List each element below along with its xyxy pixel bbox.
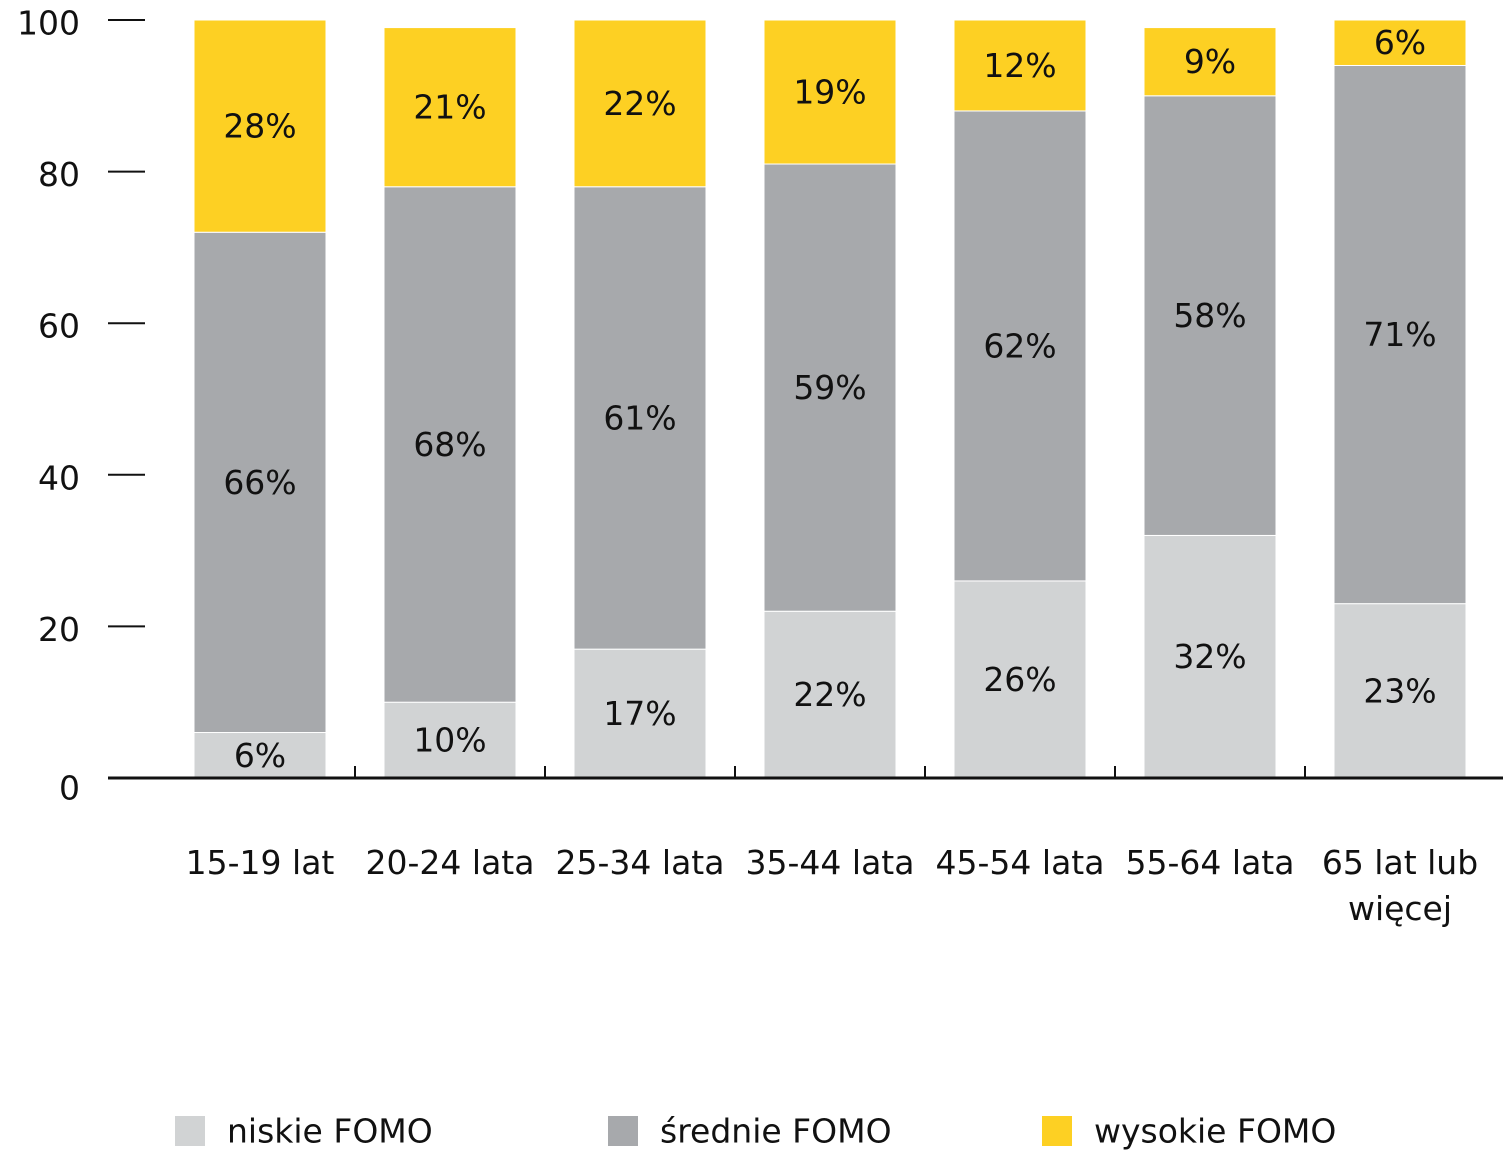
data-label: 66% (223, 463, 296, 502)
data-label: 62% (983, 326, 1056, 365)
y-tick-label: 40 (38, 458, 80, 497)
data-label: 71% (1363, 315, 1436, 354)
bar-segment (1333, 19, 1467, 66)
data-label: 22% (793, 675, 866, 714)
data-label: 61% (603, 398, 676, 437)
bar-segment (953, 580, 1087, 779)
x-tick-label: 35-44 lata (745, 843, 915, 882)
data-label: 68% (413, 425, 486, 464)
bar-segment (1333, 64, 1467, 605)
bar-segment (383, 186, 517, 703)
x-tick-label: 65 lat lub więcej (1321, 843, 1479, 928)
x-tick-label: 15-19 lat (185, 843, 335, 882)
legend-swatch (175, 1116, 205, 1146)
data-label: 28% (223, 107, 296, 146)
y-tick-label: 80 (38, 155, 80, 194)
legend-label: niskie FOMO (227, 1112, 433, 1151)
y-tick-label: 20 (38, 610, 80, 649)
x-tick-label: 25-34 lata (555, 843, 725, 882)
data-label: 21% (413, 88, 486, 127)
data-label: 9% (1184, 42, 1236, 81)
data-label: 23% (1363, 671, 1436, 710)
bar-segment (1333, 603, 1467, 779)
data-label: 10% (413, 721, 486, 760)
bar-segment (573, 648, 707, 779)
bar-segment (763, 163, 897, 612)
x-tick-label: 20-24 lata (365, 843, 535, 882)
y-tick-label: 100 (17, 4, 80, 43)
bar-segment (1143, 95, 1277, 536)
legend-swatch (608, 1116, 638, 1146)
x-tick-label: 55-64 lata (1125, 843, 1295, 882)
legend-swatch (1042, 1116, 1072, 1146)
x-tick-label: 45-54 lata (935, 843, 1105, 882)
data-label: 32% (1173, 637, 1246, 676)
data-label: 19% (793, 73, 866, 112)
data-label: 17% (603, 694, 676, 733)
bar-segment (763, 610, 897, 779)
data-label: 26% (983, 660, 1056, 699)
bar-segment (1143, 27, 1277, 97)
data-label: 6% (1374, 23, 1426, 62)
bar-segment (573, 19, 707, 188)
data-label: 59% (793, 368, 866, 407)
y-tick-label: 60 (38, 307, 80, 346)
bar-segment (953, 19, 1087, 112)
bar-segment (573, 186, 707, 650)
bar-segment (1143, 534, 1277, 779)
data-label: 22% (603, 84, 676, 123)
bar-segment (193, 231, 327, 734)
legend-label: średnie FOMO (660, 1112, 892, 1151)
y-tick-label: 0 (59, 769, 80, 808)
bar-segment (383, 27, 517, 188)
legend-label: wysokie FOMO (1094, 1112, 1336, 1151)
data-label: 58% (1173, 296, 1246, 335)
bar-segment (953, 110, 1087, 582)
bar-segment (193, 19, 327, 233)
data-label: 12% (983, 46, 1056, 85)
data-label: 6% (234, 736, 286, 775)
bar-segment (763, 19, 897, 165)
